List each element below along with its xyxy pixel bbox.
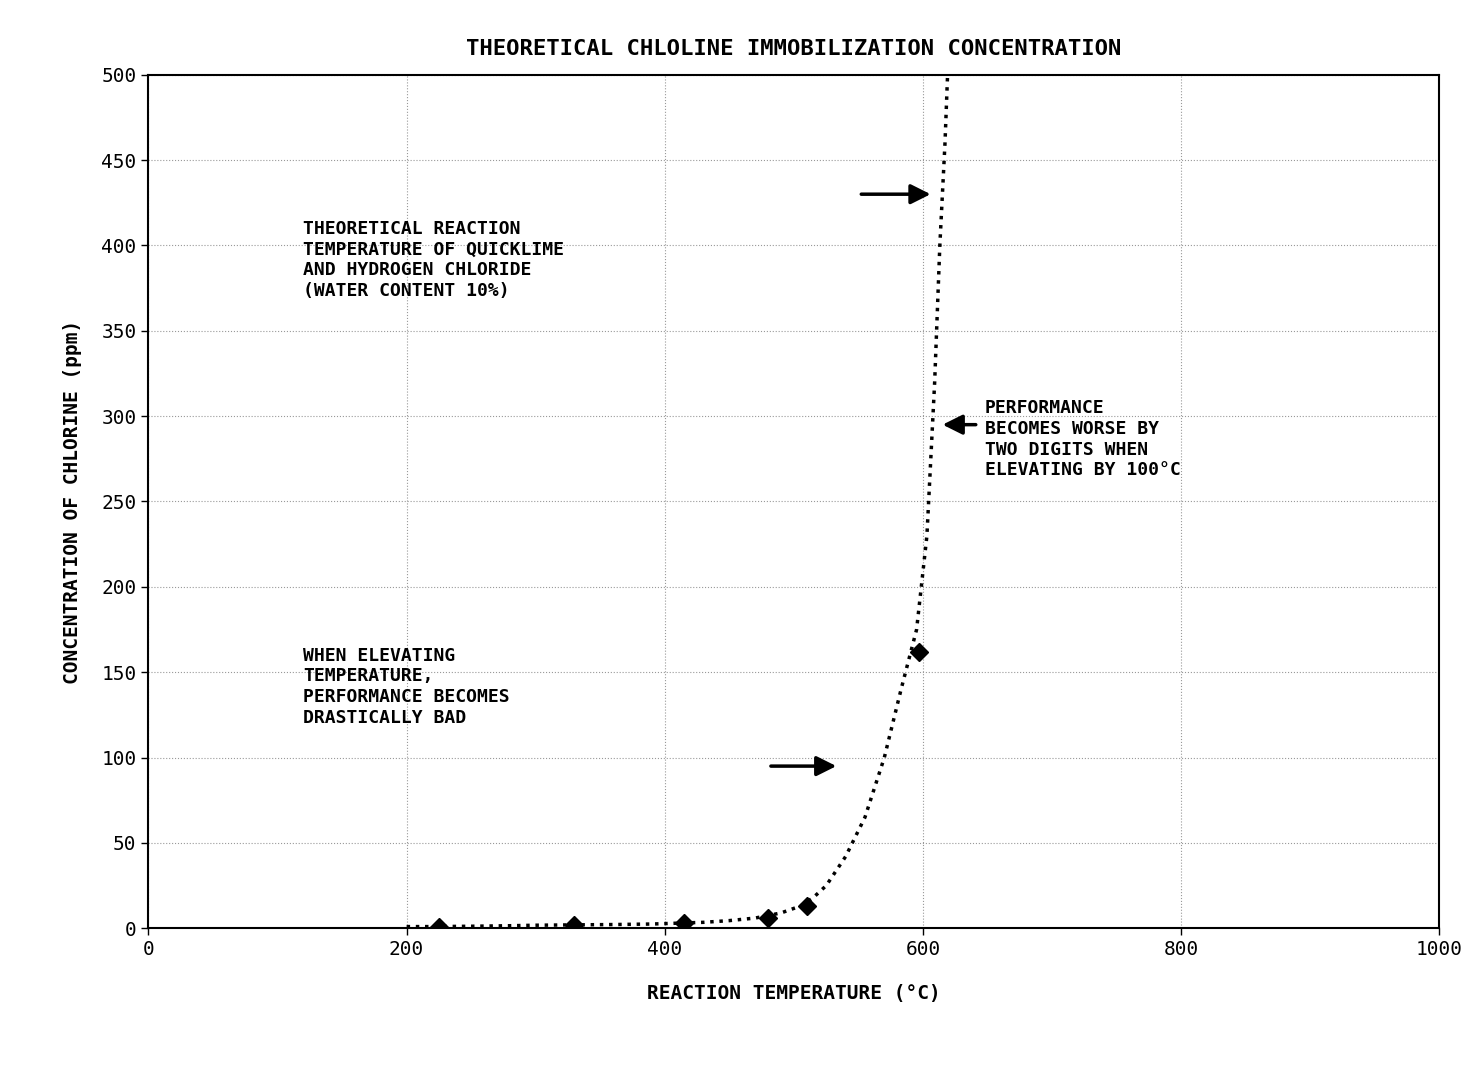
X-axis label: REACTION TEMPERATURE (°C): REACTION TEMPERATURE (°C) xyxy=(647,984,941,1003)
Title: THEORETICAL CHLOLINE IMMOBILIZATION CONCENTRATION: THEORETICAL CHLOLINE IMMOBILIZATION CONC… xyxy=(466,39,1122,60)
Y-axis label: CONCENTRATION OF CHLORINE (ppm): CONCENTRATION OF CHLORINE (ppm) xyxy=(62,319,82,684)
Text: WHEN ELEVATING
TEMPERATURE,
PERFORMANCE BECOMES
DRASTICALLY BAD: WHEN ELEVATING TEMPERATURE, PERFORMANCE … xyxy=(303,647,510,727)
Text: PERFORMANCE
BECOMES WORSE BY
TWO DIGITS WHEN
ELEVATING BY 100°C: PERFORMANCE BECOMES WORSE BY TWO DIGITS … xyxy=(985,399,1181,479)
Text: THEORETICAL REACTION
TEMPERATURE OF QUICKLIME
AND HYDROGEN CHLORIDE
(WATER CONTE: THEORETICAL REACTION TEMPERATURE OF QUIC… xyxy=(303,220,564,300)
